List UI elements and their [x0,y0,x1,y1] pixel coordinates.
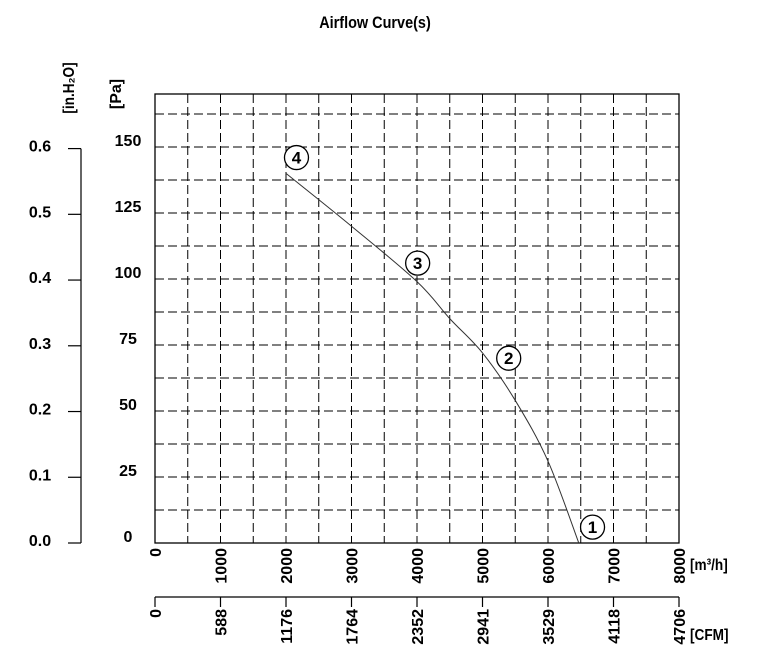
y-tick-label-pa: 50 [119,397,137,414]
x-tick-label-m3h: 4000 [410,548,427,584]
y-tick-label-inh2o: 0.0 [29,533,51,550]
x-tick-label-cfm: 4706 [672,609,689,645]
operating-point-marker [579,514,606,540]
x-tick-label-cfm: 2352 [410,609,427,645]
y-tick-label-pa: 75 [119,331,137,348]
operating-point-marker [405,250,431,276]
y-tick-label-inh2o: 0.5 [29,204,51,221]
chart-title: Airflow Curve(s) [319,14,431,32]
y-tick-label-pa: 0 [124,529,133,546]
operating-point-label: 2 [504,349,513,368]
x-tick-label-cfm: 1764 [345,609,362,645]
operating-point-marker [496,345,522,371]
x-axis-label-m3h: [m³/h] [690,557,728,574]
x-tick-label-cfm: 1176 [279,609,296,644]
y-tick-label-pa: 25 [119,463,137,480]
x-tick-label-cfm: 2941 [476,609,493,645]
y-tick-label-inh2o: 0.4 [29,270,51,287]
x-tick-label-m3h: 7000 [607,548,624,584]
x-tick-label-m3h: 0 [148,548,165,557]
plot-frame [154,93,680,544]
x-tick-label-m3h: 8000 [672,548,689,584]
operating-point-label: 3 [413,254,422,273]
y-axis-label-pa: [Pa] [108,79,125,109]
x-axis-label-cfm: [CFM] [690,627,729,644]
x-tick-label-cfm: 4118 [607,609,624,644]
x-tick-label-m3h: 6000 [541,548,558,584]
y-tick-label-inh2o: 0.1 [29,467,51,484]
x-tick-label-cfm: 0 [148,609,165,618]
x-tick-label-m3h: 1000 [214,548,231,584]
operating-point-marker [283,144,310,171]
x-tick-label-cfm: 588 [214,609,231,636]
airflow-curve [285,173,580,544]
y-tick-label-pa: 100 [115,265,142,282]
y-tick-label-inh2o: 0.2 [29,402,51,419]
x-tick-label-cfm: 3529 [541,609,558,645]
y-tick-label-pa: 150 [115,133,142,150]
y-tick-label-inh2o: 0.6 [29,139,51,156]
operating-point-label: 1 [588,518,597,537]
y-tick-label-pa: 125 [115,199,142,216]
x-tick-label-m3h: 3000 [345,548,362,584]
x-tick-label-m3h: 2000 [279,548,296,584]
operating-point-label: 4 [292,149,302,168]
x-tick-label-m3h: 5000 [476,548,493,584]
y-tick-label-inh2o: 0.3 [29,336,51,353]
y-axis-label-inh2o: [in.H₂O] [61,62,78,113]
